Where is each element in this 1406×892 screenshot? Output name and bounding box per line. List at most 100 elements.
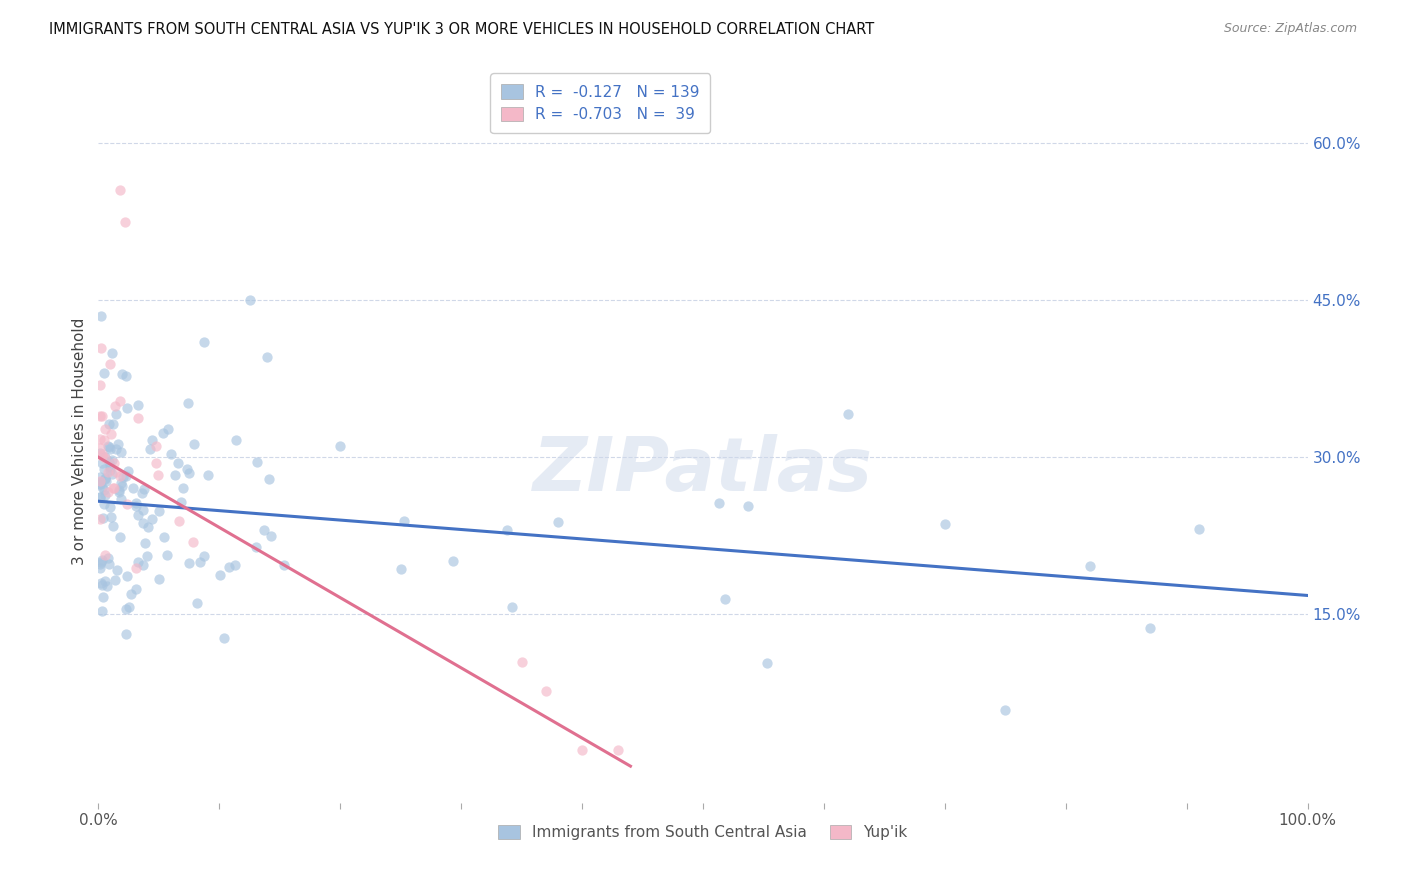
Point [97,439,120,453]
Point [141,433,163,447]
Text: ZIPatlas: ZIPatlas [533,434,873,507]
Point [89,433,111,447]
Point [534,684,557,698]
Point [152,425,174,440]
Point [167,456,190,470]
Point [510,655,533,669]
Point [571,743,593,757]
Point [104,400,127,414]
Point [93,574,115,589]
Point [132,516,155,530]
Point [103,417,125,431]
Point [117,464,139,478]
Point [193,549,215,563]
Point [153,530,176,544]
Point [110,530,132,544]
Point [90,409,112,424]
Point [111,367,134,381]
Point [93,433,115,447]
Point [118,599,141,614]
Point [120,587,142,601]
Point [94,488,117,502]
Point [1139,621,1161,635]
Point [89,512,111,526]
Point [501,599,523,614]
Point [90,575,112,590]
Point [93,462,115,476]
Point [496,523,519,537]
Point [122,482,145,496]
Point [98,463,121,477]
Point [127,555,149,569]
Point [148,504,170,518]
Point [105,563,128,577]
Point [136,549,159,564]
Point [127,398,149,412]
Point [177,396,200,410]
Point [756,656,779,670]
Point [96,579,118,593]
Point [90,310,112,324]
Point [89,474,111,488]
Point [115,627,138,641]
Point [148,572,170,586]
Point [97,484,120,499]
Point [100,510,122,524]
Point [104,574,127,588]
Point [134,536,156,550]
Point [125,582,148,596]
Point [110,475,132,490]
Point [89,490,111,504]
Point [1188,522,1211,536]
Point [124,499,146,513]
Point [103,456,125,470]
Point [93,483,115,497]
Point [125,561,148,575]
Point [100,467,122,482]
Point [89,557,111,571]
Point [89,490,111,504]
Point [91,447,114,461]
Point [132,482,155,496]
Point [245,455,267,469]
Point [389,562,412,576]
Point [257,472,280,486]
Point [239,293,262,308]
Point [172,481,194,495]
Point [329,439,352,453]
Point [108,483,131,498]
Point [1078,558,1101,573]
Point [98,440,121,454]
Point [714,591,737,606]
Point [115,568,138,582]
Point [91,590,114,604]
Point [101,346,124,360]
Point [124,496,146,510]
Point [115,468,138,483]
Point [98,358,121,372]
Point [132,503,155,517]
Point [98,417,121,432]
Point [111,479,134,493]
Point [104,442,127,456]
Point [253,523,276,537]
Point [103,482,125,496]
Point [179,556,201,570]
Point [115,369,138,384]
Point [260,529,283,543]
Point [994,703,1017,717]
Point [98,442,121,456]
Text: IMMIGRANTS FROM SOUTH CENTRAL ASIA VS YUP'IK 3 OR MORE VEHICLES IN HOUSEHOLD COR: IMMIGRANTS FROM SOUTH CENTRAL ASIA VS YU… [49,22,875,37]
Point [89,446,111,460]
Point [104,407,127,421]
Point [94,475,117,489]
Point [98,500,121,515]
Point [115,401,138,415]
Point [94,451,117,466]
Point [89,378,111,392]
Point [91,480,114,494]
Point [131,485,153,500]
Point [93,471,115,485]
Point [607,743,630,757]
Point [97,557,120,571]
